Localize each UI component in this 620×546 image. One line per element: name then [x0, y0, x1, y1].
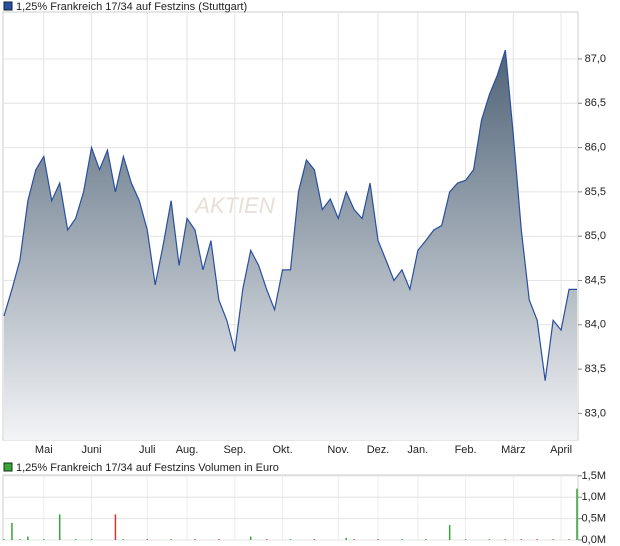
bar: [345, 537, 347, 540]
bar: [464, 539, 467, 540]
bar: [3, 539, 5, 540]
bar: [218, 539, 220, 540]
bar: [170, 539, 172, 540]
x-tick-label: März: [501, 444, 525, 456]
line: [3, 49, 577, 381]
bar: [249, 536, 252, 540]
x-tick-label: Juni: [81, 444, 101, 456]
y-tick-label: 86,5: [585, 97, 606, 109]
x-tick-label: April: [550, 444, 572, 456]
y-tick-label: 84,5: [585, 274, 606, 286]
x-tick-label: Juli: [139, 444, 156, 456]
bar: [536, 539, 538, 540]
x-tick-label: Mai: [35, 444, 53, 456]
bar: [520, 539, 523, 540]
bar: [353, 539, 355, 540]
y-tick-label: 85,0: [585, 230, 606, 242]
y-tick-label: 0,5M: [582, 513, 606, 525]
x-tick-label: Okt.: [272, 444, 292, 456]
volume-frame: [2, 474, 579, 541]
bar: [43, 539, 45, 540]
bar: [58, 514, 61, 540]
x-tick-label: Jan.: [407, 444, 428, 456]
bar: [265, 539, 268, 540]
area: [4, 50, 577, 441]
bar: [194, 539, 196, 540]
y-tick-label: 85,5: [585, 186, 606, 198]
x-tick-label: Aug.: [176, 444, 199, 456]
x-tick-label: Dez.: [367, 444, 390, 456]
x-tick-label: Sep.: [223, 444, 246, 456]
bar: [448, 525, 451, 540]
bar: [122, 539, 125, 540]
y-tick-label: 86,0: [585, 141, 606, 153]
y-tick-label: 83,0: [585, 407, 606, 419]
bar: [552, 539, 554, 540]
bar: [504, 539, 507, 540]
y-tick-label: 84,0: [585, 319, 606, 331]
bar: [90, 539, 93, 540]
bar: [576, 488, 578, 540]
bar: [74, 539, 77, 540]
chart-title: 1,25% Frankreich 17/34 auf Festzins Volu…: [16, 462, 279, 474]
watermark: AKTIEN: [193, 193, 275, 218]
bar: [568, 539, 570, 540]
bar: [146, 539, 148, 540]
bar: [11, 522, 13, 540]
bar: [289, 539, 292, 540]
y-tick-label: 1,0M: [582, 491, 606, 503]
x-tick-label: Feb.: [455, 444, 477, 456]
bar: [19, 539, 21, 540]
y-tick-label: 1,5M: [582, 470, 606, 482]
legend-swatch: [3, 1, 13, 11]
legend-swatch: [3, 462, 13, 472]
bar: [313, 539, 316, 540]
y-tick-label: 0,0M: [582, 534, 606, 546]
y-tick-label: 83,5: [585, 363, 606, 375]
bar: [401, 539, 403, 540]
bar: [27, 536, 29, 540]
bar: [114, 514, 117, 540]
y-tick-label: 87,0: [585, 53, 606, 65]
chart-title: 1,25% Frankreich 17/34 auf Festzins (Stu…: [16, 1, 247, 13]
x-tick-label: Nov.: [327, 444, 349, 456]
bar: [425, 539, 427, 540]
bar: [377, 539, 379, 540]
bar: [488, 539, 491, 540]
